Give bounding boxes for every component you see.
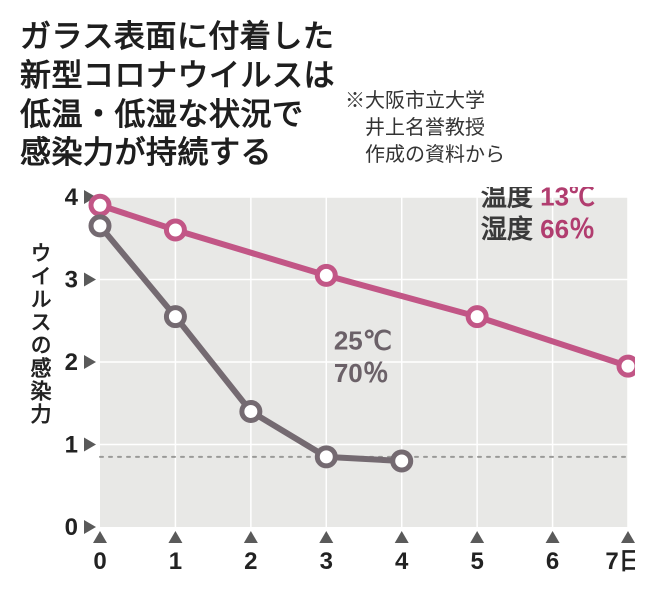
series-marker-low_temp	[317, 266, 335, 284]
x-tick-mark	[244, 531, 258, 543]
x-tick-mark	[319, 531, 333, 543]
series-marker-low_temp	[91, 196, 109, 214]
chart-title: ガラス表面に付着した新型コロナウイルスは低温・低湿な状況で感染力が持続する	[20, 18, 335, 173]
x-tick-label: 6	[546, 548, 559, 575]
y-tick-mark	[84, 355, 96, 369]
header: ガラス表面に付着した新型コロナウイルスは低温・低湿な状況で感染力が持続する ※大…	[0, 0, 655, 181]
y-tick-mark	[84, 438, 96, 452]
chart-svg: 0 1 2 3 4 0 1 2 3 4 5 6 7日 温度 13℃ 湿度 66％ 25℃70％	[20, 187, 635, 582]
attribution: ※大阪市立大学 井上名誉教授 作成の資料から	[335, 18, 505, 169]
series-marker-room_temp	[166, 308, 184, 326]
y-tick-mark	[84, 273, 96, 287]
series-label-low_temp: 湿度 66％	[481, 214, 595, 244]
y-tick-label: 1	[65, 432, 78, 459]
y-tick-label: 3	[65, 267, 78, 294]
series-marker-room_temp	[91, 217, 109, 235]
series-marker-low_temp	[619, 357, 635, 375]
y-tick-mark	[84, 520, 96, 534]
x-tick-mark	[395, 531, 409, 543]
y-tick-label: 4	[65, 187, 79, 211]
x-tick-mark	[93, 531, 107, 543]
series-marker-room_temp	[242, 403, 260, 421]
series-marker-room_temp	[393, 452, 411, 470]
x-tick-mark	[546, 531, 560, 543]
x-tick-label: 1	[169, 548, 182, 575]
series-label-room_temp: 25℃	[334, 326, 392, 356]
series-label-low_temp: 温度 13℃	[481, 187, 595, 211]
x-tick-label: 3	[320, 548, 333, 575]
series-marker-room_temp	[317, 448, 335, 466]
series-label-room_temp: 70％	[334, 358, 389, 388]
y-axis-label: ウイルスの感染力	[24, 242, 54, 426]
y-tick-label: 2	[65, 349, 78, 376]
chart-container: ウイルスの感染力 0 1 2 3 4 0 1 2 3 4 5 6 7日 温度 13℃ 湿度 66％ 25℃70…	[20, 187, 635, 582]
series-marker-low_temp	[468, 308, 486, 326]
y-tick-label: 0	[65, 514, 78, 541]
x-tick-label: 5	[470, 548, 483, 575]
x-tick-label: 4	[395, 548, 409, 575]
x-tick-label: 2	[244, 548, 257, 575]
x-tick-mark	[470, 531, 484, 543]
x-tick-mark	[168, 531, 182, 543]
x-tick-label: 7日	[605, 548, 635, 575]
series-marker-low_temp	[166, 221, 184, 239]
x-tick-label: 0	[93, 548, 106, 575]
x-tick-mark	[621, 531, 635, 543]
